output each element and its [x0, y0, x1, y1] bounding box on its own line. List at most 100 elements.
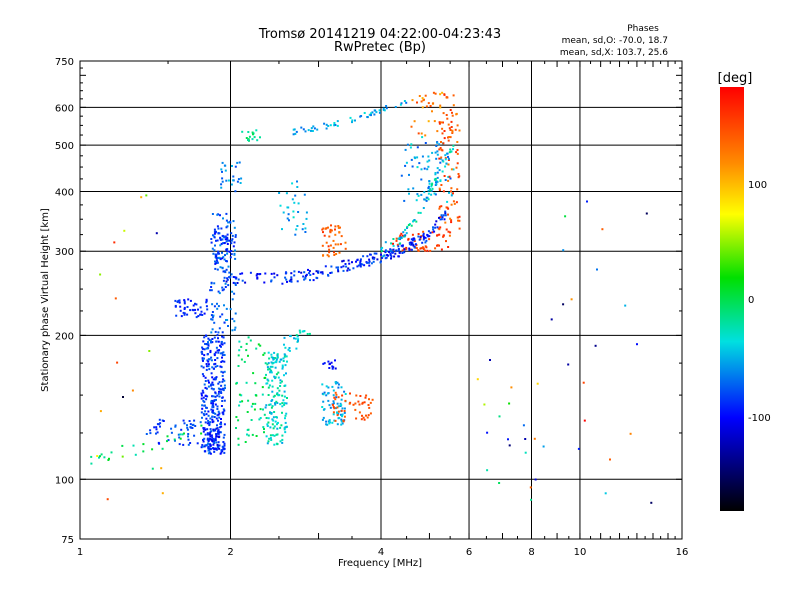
data-point [200, 424, 203, 427]
data-point [215, 398, 217, 401]
data-point [442, 234, 445, 237]
data-point [215, 441, 218, 444]
data-point [489, 359, 491, 361]
data-point [413, 219, 416, 221]
data-point [275, 359, 278, 362]
data-point [416, 101, 418, 104]
data-point [378, 109, 381, 112]
data-point [419, 247, 422, 250]
data-point [408, 241, 411, 244]
data-point [402, 231, 405, 234]
data-point [142, 450, 145, 453]
data-point [596, 268, 598, 271]
data-point [432, 91, 435, 94]
data-point [226, 250, 229, 253]
data-point [250, 405, 253, 408]
data-point [440, 248, 443, 251]
data-point [356, 265, 359, 268]
data-point [448, 136, 451, 138]
data-point [270, 439, 273, 441]
data-point [439, 93, 442, 96]
data-point [297, 270, 300, 273]
data-point [297, 339, 299, 342]
data-point [401, 252, 404, 254]
data-point [339, 226, 341, 229]
data-point [238, 349, 241, 352]
data-point [227, 221, 230, 224]
data-point [210, 289, 213, 292]
data-point [235, 416, 238, 418]
data-point [337, 383, 340, 386]
data-point [238, 404, 241, 407]
data-point [293, 128, 296, 131]
data-point [212, 420, 215, 423]
data-point [445, 114, 448, 116]
data-point [298, 329, 301, 332]
data-point [214, 262, 217, 265]
data-point [439, 216, 442, 219]
data-point [211, 404, 214, 406]
data-point [352, 267, 355, 270]
data-point [312, 125, 315, 128]
data-point [161, 419, 164, 422]
data-point [442, 214, 445, 217]
data-point [90, 455, 93, 458]
data-point [440, 184, 443, 186]
data-point [145, 194, 148, 197]
data-point [432, 102, 435, 105]
data-point [269, 411, 272, 414]
data-point [247, 399, 250, 402]
data-point [218, 390, 220, 393]
data-point [245, 349, 248, 352]
data-point [235, 427, 237, 429]
data-point [348, 262, 351, 265]
data-point [202, 428, 205, 431]
data-point [224, 271, 227, 274]
data-point [230, 183, 233, 186]
data-point [223, 384, 226, 387]
data-point [354, 119, 356, 122]
data-point [221, 343, 224, 346]
data-point [252, 133, 254, 136]
data-point [328, 251, 331, 254]
data-point [458, 219, 461, 222]
data-point [433, 192, 436, 195]
data-point [269, 434, 272, 437]
data-point [278, 360, 281, 363]
data-point [322, 227, 325, 230]
data-point [217, 337, 219, 340]
x-tick-label: 8 [528, 547, 534, 558]
data-point [235, 382, 238, 385]
data-point [221, 356, 223, 359]
data-point [321, 406, 324, 408]
data-point [224, 387, 226, 390]
data-point [210, 372, 213, 375]
data-point [256, 139, 259, 142]
data-point [217, 340, 220, 343]
data-point [202, 430, 205, 433]
data-point [428, 159, 431, 162]
data-point [221, 352, 224, 355]
data-point [247, 434, 250, 437]
data-point [226, 277, 229, 280]
data-point [370, 262, 373, 265]
data-point [385, 107, 388, 110]
data-point [212, 395, 215, 398]
data-point [284, 276, 287, 279]
data-point [344, 263, 347, 265]
x-tick-label: 2 [227, 547, 233, 558]
data-point [415, 220, 418, 223]
data-point [221, 235, 224, 237]
data-point [211, 406, 214, 408]
data-point [368, 264, 371, 267]
data-point [344, 399, 347, 402]
data-point [205, 398, 208, 401]
data-point [219, 266, 222, 269]
data-point [271, 365, 274, 368]
data-point [294, 337, 297, 340]
data-point [204, 376, 207, 379]
data-point [202, 412, 205, 415]
data-point [281, 365, 284, 368]
data-point [274, 420, 277, 423]
